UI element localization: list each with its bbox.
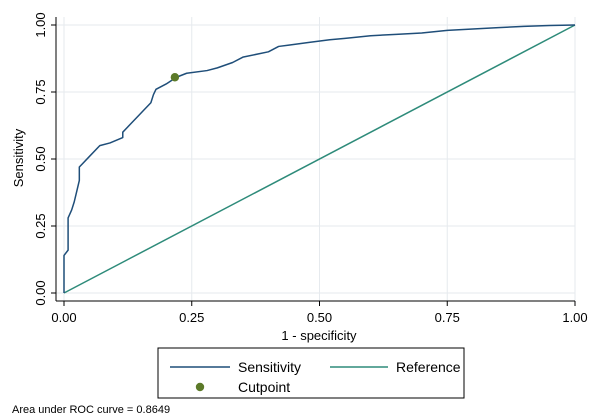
points-layer bbox=[170, 73, 180, 82]
legend-reference-label: Reference bbox=[396, 359, 461, 375]
y-tick-label: 0.00 bbox=[33, 280, 48, 305]
legend-sensitivity-label: Sensitivity bbox=[238, 359, 301, 375]
legend-box bbox=[157, 347, 465, 399]
auc-note: Area under ROC curve = 0.8649 bbox=[12, 404, 171, 416]
x-tick-label: 0.25 bbox=[179, 310, 204, 325]
y-axis-title: Sensitivity bbox=[11, 128, 26, 187]
ticks: 0.00 0.25 0.50 0.75 1.00 0.00 0.25 0.50 0.75 1.00 bbox=[33, 12, 588, 325]
x-axis-title: 1 - specificity bbox=[281, 328, 357, 343]
series-layer bbox=[63, 24, 576, 294]
series-line-sensitivity bbox=[63, 24, 576, 293]
x-tick-label: 0.75 bbox=[435, 310, 460, 325]
y-tick-label: 0.50 bbox=[33, 146, 48, 171]
x-tick-label: 0.50 bbox=[307, 310, 332, 325]
series-line-reference bbox=[63, 24, 576, 294]
cutpoint-marker bbox=[170, 73, 180, 82]
roc-chart: 0.00 0.25 0.50 0.75 1.00 0.00 0.25 0.50 0.75 1.00… bbox=[11, 12, 588, 399]
legend: Sensitivity Reference Cutpoint bbox=[157, 347, 465, 399]
legend-cutpoint-marker bbox=[195, 382, 205, 392]
legend-cutpoint-label: Cutpoint bbox=[238, 379, 290, 395]
y-tick-label: 1.00 bbox=[33, 12, 48, 37]
x-tick-label: 0.00 bbox=[51, 310, 76, 325]
y-tick-label: 0.75 bbox=[33, 79, 48, 104]
y-tick-label: 0.25 bbox=[33, 213, 48, 238]
x-tick-label: 1.00 bbox=[562, 310, 587, 325]
